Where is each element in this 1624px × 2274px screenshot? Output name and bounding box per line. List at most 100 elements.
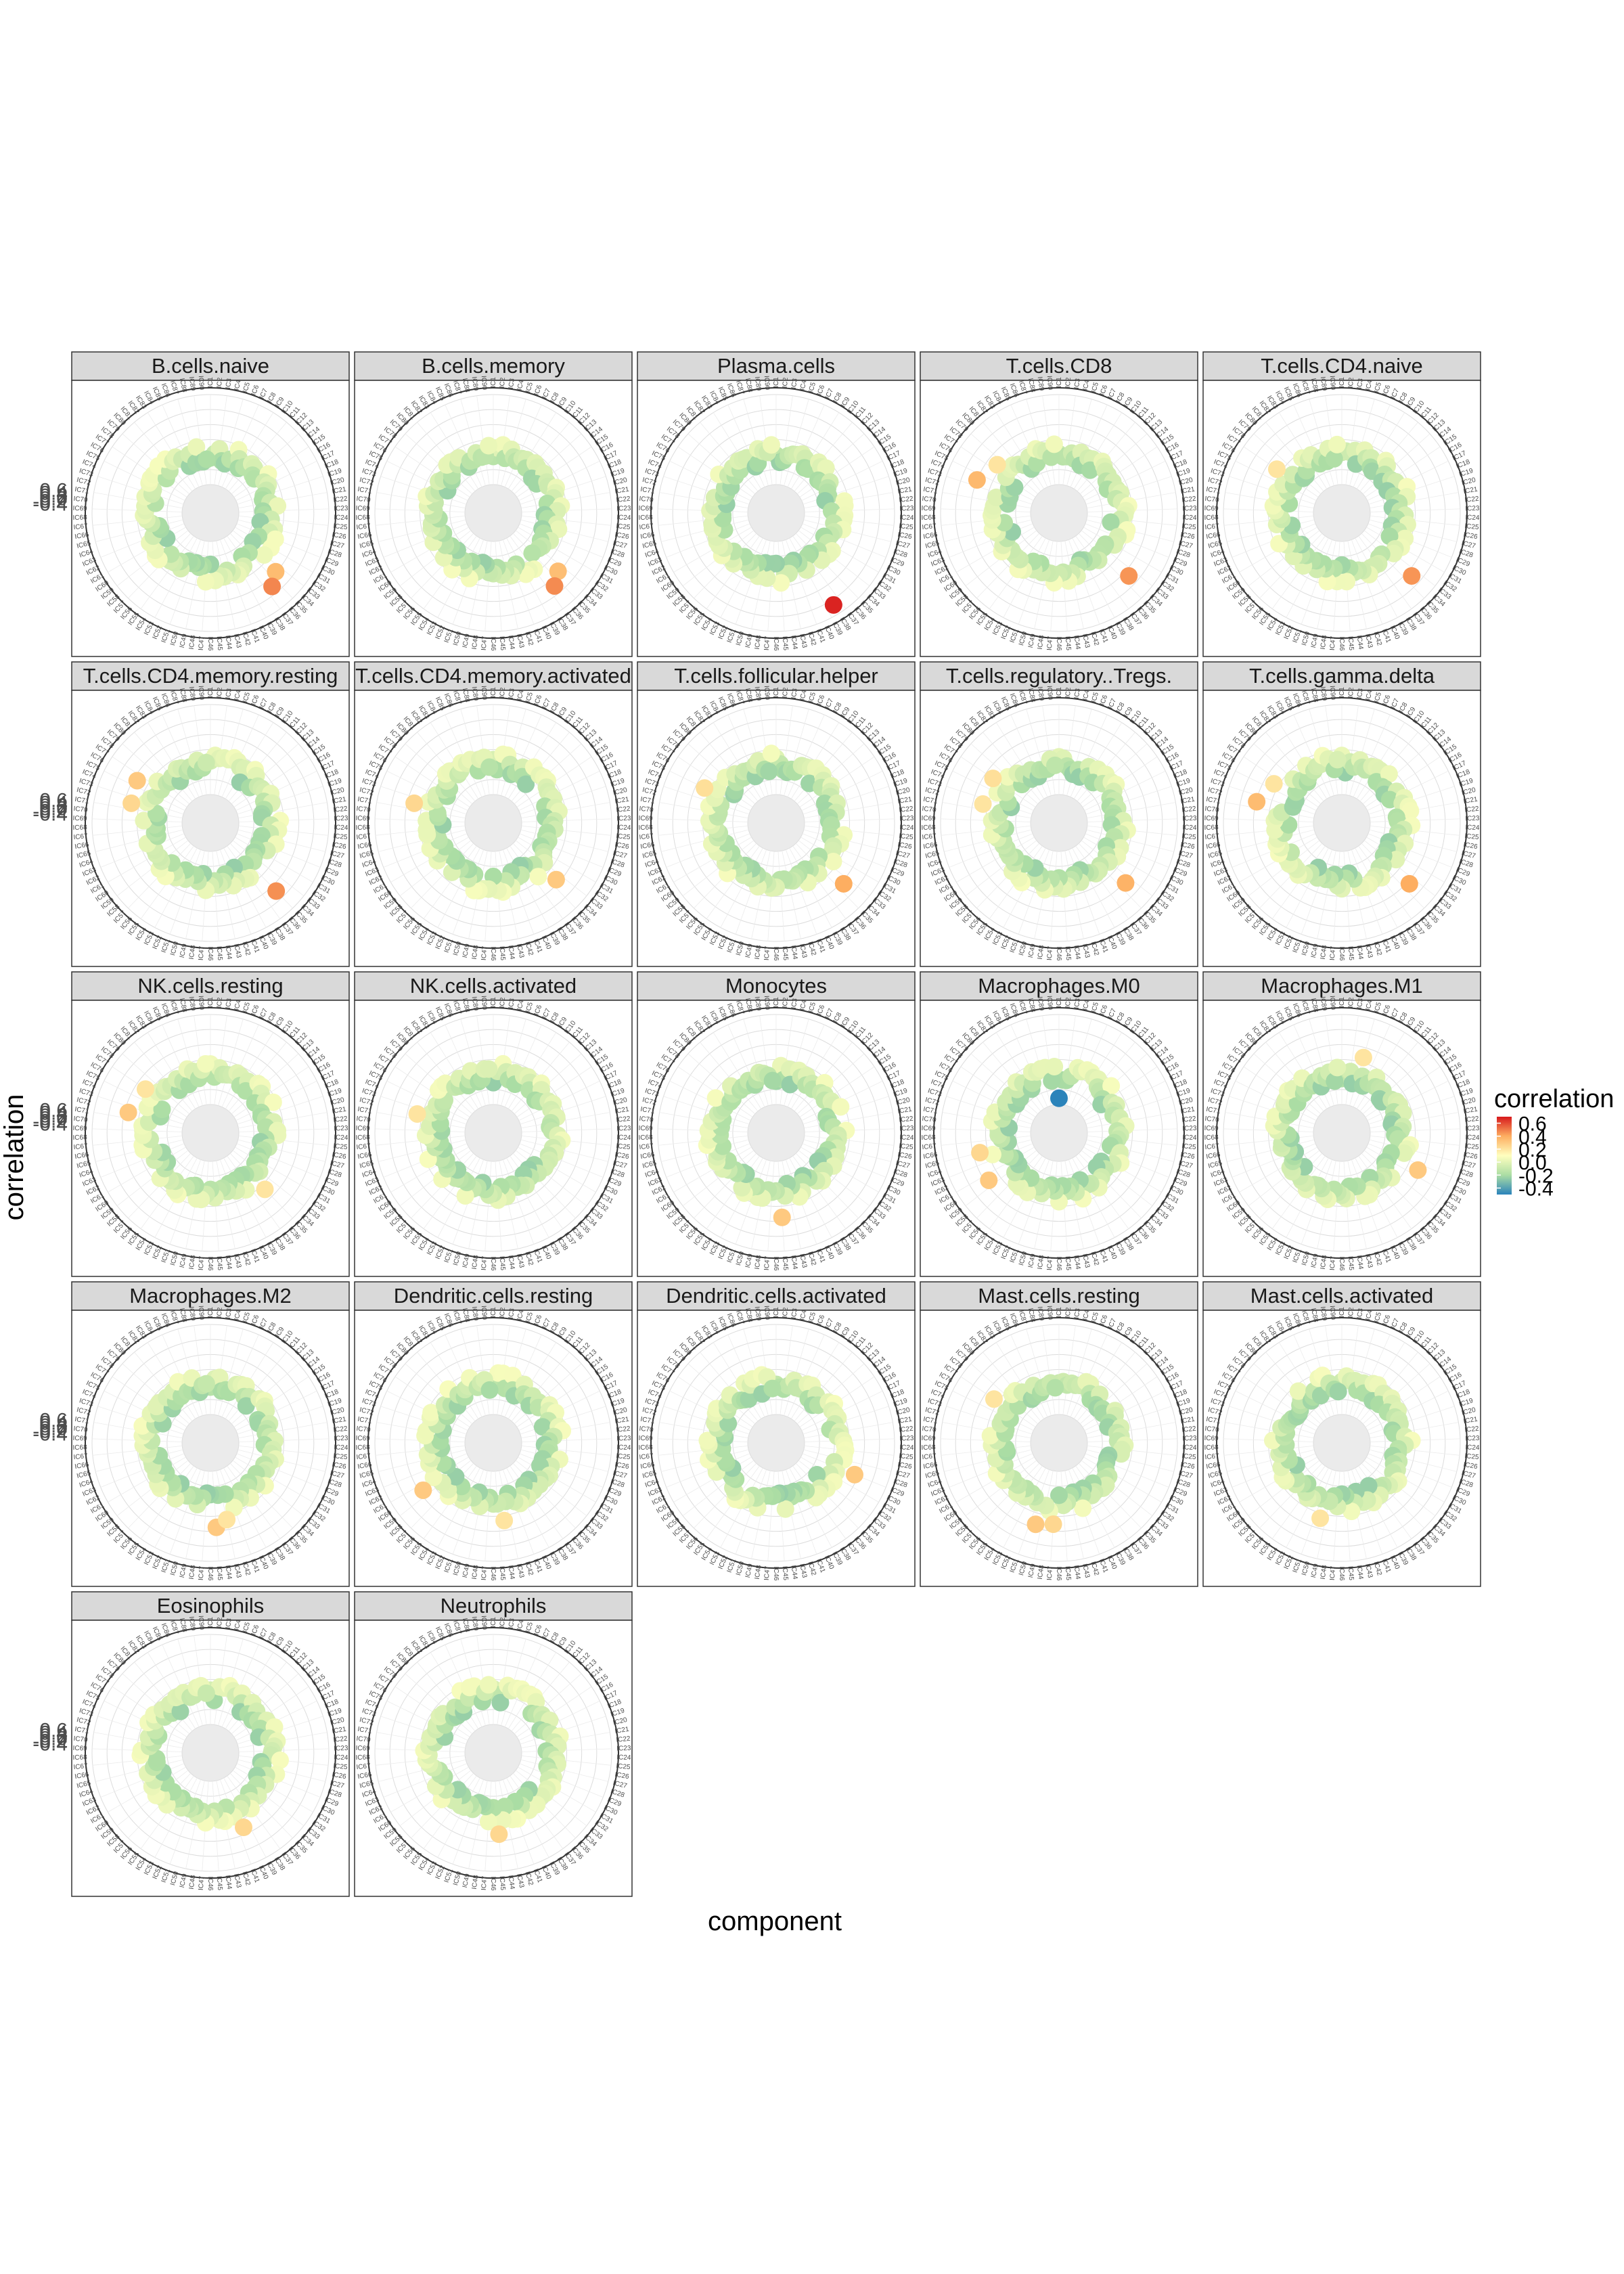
component-label: IC70 [639, 1115, 654, 1124]
component-label: IC2 [782, 1307, 790, 1318]
component-label: IC67 [356, 1452, 371, 1461]
highlight-point [988, 455, 1006, 474]
data-point [1046, 1379, 1064, 1397]
component-label: IC2 [216, 687, 224, 698]
component-label: IC25 [333, 1142, 348, 1151]
component-label: IC46 [772, 1566, 780, 1581]
component-label: IC67 [639, 1142, 654, 1151]
component-label: IC69 [1204, 815, 1219, 823]
highlight-point [495, 1511, 514, 1530]
component-label: IC88 [178, 378, 188, 393]
component-label: IC25 [616, 832, 631, 841]
component-label: IC25 [899, 522, 914, 531]
component-label: IC1 [207, 1617, 215, 1628]
component-label: IC68 [1204, 1444, 1219, 1452]
component-label: IC45 [1064, 1566, 1072, 1581]
component-label: IC25 [333, 1452, 348, 1461]
component-label: IC1 [1056, 1307, 1063, 1318]
component-label: IC23 [1182, 815, 1197, 823]
facet-title: Mast.cells.resting [978, 1284, 1140, 1308]
grid-spoke [235, 460, 317, 501]
component-label: IC90 [480, 686, 488, 700]
data-point [187, 438, 206, 456]
component-label: IC69 [638, 1125, 653, 1133]
component-label: IC22 [1181, 495, 1197, 504]
component-label: IC69 [921, 1435, 936, 1443]
component-label: IC1 [1338, 377, 1346, 388]
component-label: IC47 [1329, 1255, 1337, 1270]
highlight-point [218, 1511, 236, 1529]
component-label: IC43 [515, 633, 525, 648]
highlight-point [1050, 1089, 1068, 1107]
highlight-point [545, 577, 564, 595]
component-label: IC25 [1464, 1452, 1480, 1461]
component-label: IC70 [356, 495, 371, 504]
component-label: IC23 [616, 815, 631, 823]
component-label: IC2 [499, 377, 507, 388]
component-label: IC3 [1073, 998, 1082, 1009]
data-point [197, 753, 215, 772]
component-label: IC23 [1465, 1435, 1480, 1443]
component-label: IC22 [616, 1115, 631, 1124]
component-label: IC23 [334, 1435, 348, 1443]
facet-title: Dendritic.cells.resting [394, 1284, 593, 1308]
component-label: IC46 [1055, 1256, 1062, 1271]
component-label: IC24 [1465, 514, 1480, 522]
component-label: IC67 [73, 1452, 89, 1461]
component-label: IC22 [899, 1425, 914, 1434]
y-tick-label: -0.4 [32, 1113, 68, 1136]
component-label: IC25 [1181, 832, 1197, 841]
component-label: IC1 [207, 377, 215, 388]
component-label: IC22 [333, 1425, 348, 1434]
component-label: IC67 [356, 522, 371, 531]
component-label: IC4 [516, 379, 526, 391]
component-label: IC23 [1465, 815, 1480, 823]
data-point [1328, 435, 1346, 453]
highlight-point [547, 870, 565, 889]
highlight-point [1116, 874, 1135, 892]
component-label: IC23 [616, 1125, 631, 1133]
component-label: IC90 [197, 1615, 205, 1630]
component-label: IC45 [1064, 946, 1072, 961]
data-point [196, 1054, 215, 1073]
component-label: IC43 [232, 633, 242, 648]
component-label: IC69 [1204, 1125, 1219, 1133]
component-label: IC90 [197, 686, 205, 700]
component-label: IC25 [1464, 522, 1480, 531]
component-label: IC69 [72, 1435, 87, 1443]
component-label: IC47 [198, 636, 206, 650]
component-label: IC69 [72, 815, 87, 823]
component-label: IC47 [1046, 945, 1054, 960]
component-label: IC67 [639, 1452, 654, 1461]
component-label: IC1 [773, 1307, 780, 1318]
points [135, 438, 287, 596]
facet-title: T.cells.CD8 [1006, 354, 1112, 378]
component-label: IC69 [355, 1125, 370, 1133]
component-label: IC22 [616, 495, 631, 504]
component-label: IC70 [356, 1425, 371, 1434]
highlight-point [119, 1103, 137, 1121]
component-label: IC70 [356, 1115, 371, 1124]
component-label: IC69 [921, 1125, 936, 1133]
component-label: IC70 [922, 805, 937, 814]
component-label: IC6 [250, 384, 261, 397]
component-label: IC68 [72, 824, 87, 832]
facet-title: Macrophages.M0 [978, 974, 1140, 998]
component-label: IC46 [206, 1566, 214, 1581]
component-label: IC68 [638, 514, 653, 522]
component-label: IC46 [772, 636, 780, 651]
component-label: IC24 [899, 824, 914, 832]
component-label: IC3 [508, 998, 516, 1009]
component-label: IC70 [639, 805, 654, 814]
component-label: IC22 [1464, 1425, 1480, 1434]
data-point [255, 546, 273, 564]
component-label: IC67 [356, 832, 371, 841]
component-label: IC3 [225, 1618, 233, 1629]
